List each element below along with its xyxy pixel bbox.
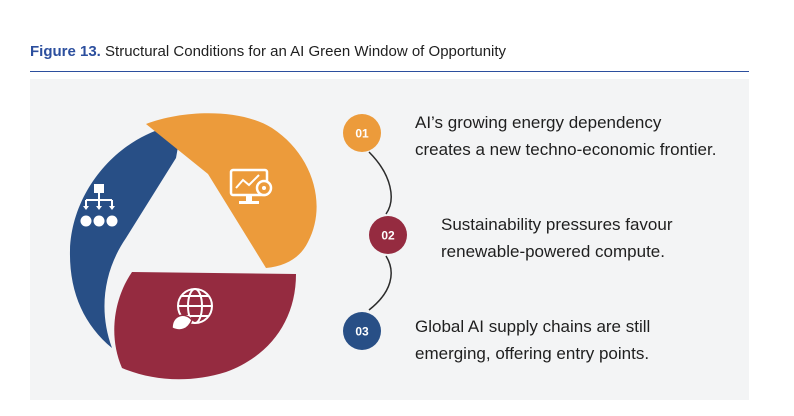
step-number-02: 02 <box>381 229 395 243</box>
globe-leaf-icon <box>171 288 213 331</box>
figure-label: Figure 13. <box>30 43 101 60</box>
timeline-connector <box>368 151 392 311</box>
step-number-01: 01 <box>355 127 369 141</box>
step-text-03-line2: emerging, offering entry points. <box>415 344 650 363</box>
network-hierarchy-icon <box>80 184 118 227</box>
step-marker-03: 03 <box>343 312 381 350</box>
step-text-01-line1: AI’s growing energy dependency <box>415 113 662 132</box>
figure-title-text: Structural Conditions for an AI Green Wi… <box>105 43 507 60</box>
step-text-02: Sustainability pressures favour renewabl… <box>441 211 673 265</box>
step-text-02-line1: Sustainability pressures favour <box>441 215 673 234</box>
monitor-analytics-icon <box>229 168 273 204</box>
step-marker-02: 02 <box>369 216 407 254</box>
step-text-02-line2: renewable-powered compute. <box>441 242 665 261</box>
cycle-segment-blue <box>69 124 182 348</box>
cycle-segment-red <box>114 272 296 380</box>
title-divider <box>30 71 749 72</box>
step-text-01: AI’s growing energy dependency creates a… <box>415 109 716 163</box>
step-number-03: 03 <box>355 325 369 339</box>
step-text-01-line2: creates a new techno-economic frontier. <box>415 140 717 159</box>
step-marker-01: 01 <box>343 114 381 152</box>
step-text-03-line1: Global AI supply chains are still <box>415 317 651 336</box>
figure-title: Figure 13. Structural Conditions for an … <box>30 43 506 60</box>
step-text-03: Global AI supply chains are still emergi… <box>415 313 650 367</box>
